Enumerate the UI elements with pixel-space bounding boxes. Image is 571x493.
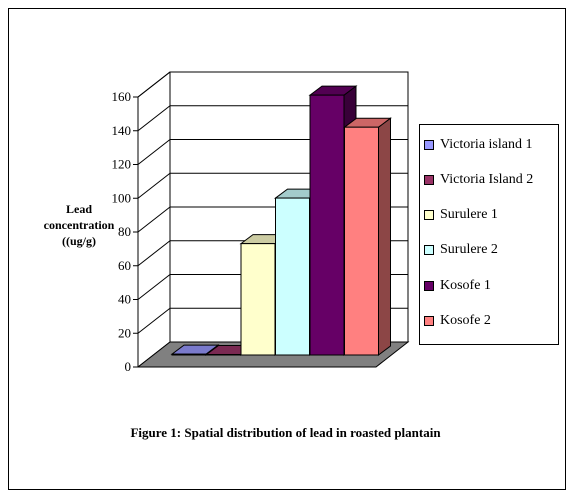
legend-swatch (424, 140, 434, 150)
legend-label: Surulere 1 (440, 207, 498, 222)
legend-item: Kosofe 1 (424, 276, 491, 296)
gridline-side (137, 172, 171, 199)
legend-label: Victoria Island 2 (440, 172, 534, 187)
bar (309, 94, 345, 356)
gridline-side (137, 105, 171, 132)
legend-item: Victoria island 1 (424, 135, 532, 155)
legend-swatch (424, 245, 434, 255)
y-tick-label: 120 (112, 157, 132, 172)
legend-label: Kosofe 2 (440, 313, 491, 328)
legend-swatch (424, 281, 434, 291)
legend-item: Victoria Island 2 (424, 170, 533, 190)
y-tick-label: 40 (118, 292, 131, 307)
gridline-side (137, 240, 171, 267)
y-axis-label-line: concentration (43, 218, 115, 232)
y-tick-label: 60 (118, 258, 131, 273)
y-tick-label: 160 (112, 89, 132, 104)
y-tick-label: 140 (112, 123, 132, 138)
gridline-side (137, 139, 171, 165)
y-tick-label: 0 (125, 359, 132, 374)
legend-label: Victoria island 1 (440, 137, 533, 152)
gridline-side (137, 307, 171, 334)
y-tick-label: 20 (118, 325, 131, 340)
bar (240, 243, 276, 356)
y-tick-label: 80 (118, 224, 131, 239)
legend-item: Kosofe 2 (424, 311, 491, 331)
legend-swatch (424, 175, 434, 185)
legend-swatch (424, 210, 434, 220)
bar (275, 197, 310, 356)
y-axis-label-line: Lead (65, 202, 92, 216)
bar (206, 353, 241, 356)
gridline-side (137, 274, 171, 300)
wall-edge (137, 71, 171, 98)
y-axis-label: Lead concentration ((ug/g) (20, 201, 138, 249)
gridline-side (137, 206, 171, 233)
legend-item: Surulere 1 (424, 205, 498, 225)
bar (344, 126, 379, 356)
y-axis-label-line: ((ug/g) (62, 234, 96, 248)
figure-caption: Figure 1: Spatial distribution of lead i… (130, 425, 441, 440)
y-tick-label: 100 (112, 190, 132, 205)
bar-side (378, 117, 391, 356)
legend-swatch (424, 316, 434, 326)
legend: Victoria island 1 Victoria Island 2 Suru… (419, 124, 559, 345)
bar (171, 353, 207, 356)
legend-item: Surulere 2 (424, 240, 498, 260)
legend-label: Kosofe 1 (440, 278, 491, 293)
legend-label: Surulere 2 (440, 242, 498, 257)
